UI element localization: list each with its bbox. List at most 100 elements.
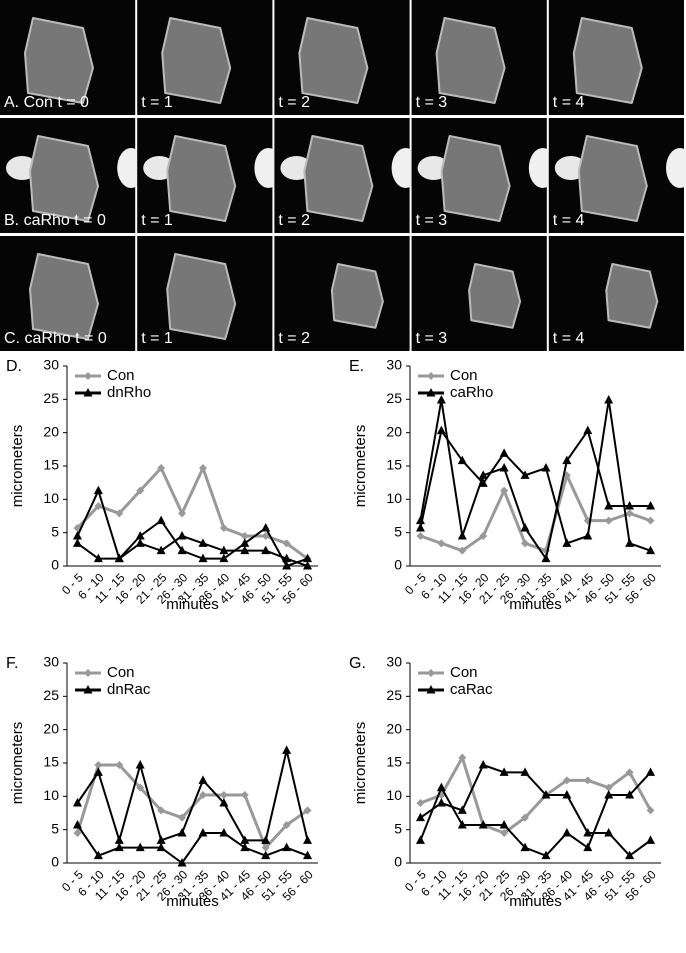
y-tick-label: 20 [386, 423, 402, 439]
data-point [135, 538, 145, 547]
data-point [646, 516, 655, 525]
data-point [177, 531, 187, 540]
data-point [157, 806, 166, 815]
data-point [521, 539, 530, 548]
legend-label: Con [450, 664, 478, 681]
data-point [583, 531, 593, 540]
data-point [303, 561, 313, 570]
data-point [72, 538, 82, 547]
data-point [562, 538, 572, 547]
series-line [419, 771, 652, 857]
data-point [156, 842, 166, 852]
y-tick-label: 30 [43, 654, 59, 670]
image-label: t = 2 [278, 94, 310, 111]
data-point [282, 842, 292, 852]
data-point [219, 791, 228, 799]
data-point [93, 553, 103, 563]
legend-label: Con [107, 664, 135, 681]
data-point [457, 455, 467, 465]
legend-marker [84, 669, 92, 677]
data-point [562, 790, 572, 799]
data-point [604, 790, 614, 799]
panel-label: G. [349, 655, 366, 672]
data-point [219, 553, 229, 563]
data-point [646, 835, 656, 844]
legend-label: Con [450, 367, 478, 384]
data-point [415, 523, 425, 532]
data-point [520, 842, 530, 852]
legend-label: dnRac [107, 681, 151, 698]
y-tick-label: 5 [51, 523, 59, 539]
data-point [562, 455, 572, 465]
image-label: t = 1 [141, 212, 173, 229]
data-point [625, 768, 634, 777]
data-point [415, 835, 425, 844]
data-point [135, 842, 145, 852]
data-point [541, 850, 551, 860]
cell [435, 17, 506, 104]
y-tick-label: 20 [43, 720, 59, 736]
data-point [604, 783, 613, 792]
data-point [219, 524, 228, 532]
y-tick-label: 5 [51, 820, 59, 836]
cell [166, 135, 237, 222]
data-point [583, 776, 592, 785]
data-point [500, 486, 509, 495]
y-tick-label: 15 [43, 457, 59, 473]
x-axis-label: minutes [509, 893, 562, 910]
series-line [76, 463, 309, 560]
series-line [419, 399, 651, 562]
y-tick-label: 25 [386, 687, 402, 703]
series-line [76, 487, 308, 568]
data-point [499, 767, 509, 776]
y-tick-label: 5 [394, 523, 402, 539]
data-point [583, 425, 593, 435]
data-point [198, 464, 207, 472]
data-point [500, 829, 509, 837]
data-point [520, 470, 530, 479]
data-point [457, 820, 467, 829]
data-point [136, 783, 145, 792]
image-label: t = 4 [553, 94, 585, 111]
data-point [94, 761, 103, 769]
data-point [415, 812, 425, 822]
data-point [261, 850, 271, 860]
data-point [136, 486, 145, 495]
data-point [541, 463, 551, 472]
data-point [457, 805, 467, 814]
data-point [541, 553, 551, 563]
data-point [198, 553, 208, 563]
y-axis-label: micrometers [9, 425, 26, 508]
data-point [93, 485, 103, 495]
data-point [520, 523, 530, 532]
data-point [156, 545, 166, 555]
cell [161, 17, 232, 104]
cell-glow [666, 148, 686, 188]
data-point [93, 767, 103, 776]
legend-label: caRho [450, 384, 493, 401]
image-label: t = 1 [141, 94, 173, 111]
image-label: A. Con t = 0 [4, 94, 89, 111]
data-point [583, 828, 593, 837]
data-point [135, 760, 145, 769]
y-tick-label: 25 [43, 390, 59, 406]
y-tick-label: 25 [386, 390, 402, 406]
data-point [240, 545, 250, 555]
data-point [261, 532, 270, 540]
data-point [478, 478, 488, 487]
data-point [177, 545, 187, 555]
y-tick-label: 0 [51, 557, 59, 573]
series-line [419, 763, 652, 858]
data-point [646, 501, 656, 510]
legend-label: Con [107, 367, 135, 384]
data-point [478, 470, 488, 479]
y-tick-label: 5 [394, 820, 402, 836]
panel-label: E. [349, 358, 364, 375]
data-point [604, 501, 614, 510]
legend-marker [83, 685, 93, 694]
data-point [177, 858, 187, 867]
data-point [625, 509, 634, 518]
data-point [604, 395, 614, 404]
